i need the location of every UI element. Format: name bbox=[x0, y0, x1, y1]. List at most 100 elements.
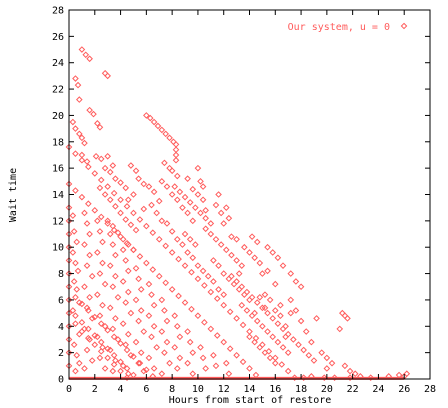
data-point bbox=[117, 367, 124, 375]
data-point bbox=[130, 246, 137, 254]
data-point bbox=[239, 358, 247, 366]
data-point bbox=[172, 151, 180, 159]
data-point bbox=[265, 348, 273, 355]
data-point bbox=[284, 330, 292, 338]
data-point bbox=[112, 251, 119, 259]
data-point bbox=[149, 229, 157, 237]
data-point bbox=[220, 220, 228, 227]
data-point bbox=[248, 233, 256, 240]
data-point bbox=[86, 293, 93, 301]
data-point bbox=[323, 365, 331, 372]
data-point bbox=[158, 328, 166, 335]
data-point bbox=[104, 183, 111, 190]
data-point bbox=[297, 317, 305, 325]
data-point bbox=[148, 333, 155, 341]
data-point bbox=[264, 309, 271, 317]
data-point bbox=[158, 126, 166, 134]
data-point bbox=[76, 299, 83, 306]
data-point bbox=[351, 370, 359, 378]
data-point bbox=[233, 351, 240, 359]
data-point bbox=[215, 262, 222, 269]
data-point bbox=[176, 188, 184, 196]
data-point bbox=[269, 333, 277, 341]
data-point bbox=[114, 336, 122, 343]
data-point bbox=[238, 283, 246, 291]
x-tick-label: 12 bbox=[218, 384, 230, 395]
data-point bbox=[101, 365, 109, 372]
data-point bbox=[117, 179, 124, 186]
legend-label: Our system, u = 0 bbox=[288, 22, 390, 33]
y-tick-label: 6 bbox=[58, 295, 64, 306]
data-point bbox=[259, 270, 266, 277]
data-point bbox=[256, 259, 264, 267]
data-point bbox=[186, 199, 194, 206]
data-point bbox=[344, 315, 351, 322]
data-point bbox=[122, 257, 130, 264]
data-point bbox=[163, 338, 171, 346]
data-point bbox=[201, 282, 208, 289]
data-point bbox=[94, 291, 101, 298]
data-point bbox=[127, 309, 135, 317]
data-point bbox=[181, 193, 189, 201]
data-point bbox=[163, 317, 171, 325]
data-point bbox=[220, 301, 228, 309]
data-point bbox=[297, 283, 305, 291]
data-point bbox=[274, 254, 282, 262]
data-point bbox=[181, 262, 189, 269]
data-point bbox=[150, 322, 158, 330]
data-point bbox=[78, 193, 86, 201]
data-point bbox=[122, 216, 130, 223]
data-point bbox=[97, 348, 105, 355]
data-point bbox=[295, 341, 302, 349]
data-point bbox=[171, 344, 179, 351]
y-tick-label: 4 bbox=[58, 322, 64, 333]
data-point bbox=[215, 286, 222, 293]
data-point bbox=[264, 328, 271, 335]
data-point bbox=[155, 235, 163, 243]
data-point bbox=[81, 365, 88, 372]
data-point bbox=[186, 235, 194, 243]
data-point bbox=[176, 354, 184, 362]
data-point bbox=[192, 241, 199, 248]
data-point bbox=[99, 344, 106, 351]
data-point bbox=[97, 213, 105, 221]
data-point bbox=[72, 187, 79, 194]
data-point bbox=[173, 322, 181, 330]
data-point bbox=[171, 183, 179, 190]
y-tick-label: 18 bbox=[52, 137, 64, 148]
data-point bbox=[130, 209, 137, 217]
data-point bbox=[300, 374, 307, 381]
x-tick-label: 16 bbox=[269, 384, 281, 395]
data-point bbox=[110, 189, 118, 197]
data-point bbox=[188, 305, 195, 313]
data-point bbox=[213, 295, 221, 302]
data-point bbox=[119, 320, 127, 327]
data-point bbox=[69, 249, 77, 256]
data-point bbox=[228, 251, 235, 259]
data-point bbox=[291, 374, 298, 381]
data-point bbox=[83, 304, 91, 312]
data-point bbox=[137, 307, 145, 314]
data-point bbox=[72, 312, 79, 320]
data-point bbox=[161, 307, 168, 314]
data-point bbox=[153, 209, 160, 217]
data-point bbox=[76, 359, 83, 367]
data-point bbox=[81, 241, 88, 248]
data-point bbox=[136, 216, 144, 223]
data-point bbox=[271, 354, 279, 362]
data-point bbox=[246, 333, 253, 341]
data-point bbox=[284, 349, 292, 356]
data-point bbox=[162, 279, 170, 287]
data-point bbox=[194, 164, 202, 172]
data-point bbox=[83, 262, 91, 269]
data-point bbox=[251, 338, 258, 346]
data-point bbox=[94, 217, 101, 225]
legend: Our system, u = 0 bbox=[288, 22, 408, 33]
x-tick-label: 20 bbox=[321, 384, 333, 395]
data-point bbox=[197, 209, 204, 217]
x-tick-label: 2 bbox=[92, 384, 98, 395]
data-point bbox=[207, 325, 215, 333]
data-point bbox=[194, 191, 202, 198]
data-point bbox=[192, 204, 199, 211]
data-point bbox=[201, 319, 208, 326]
